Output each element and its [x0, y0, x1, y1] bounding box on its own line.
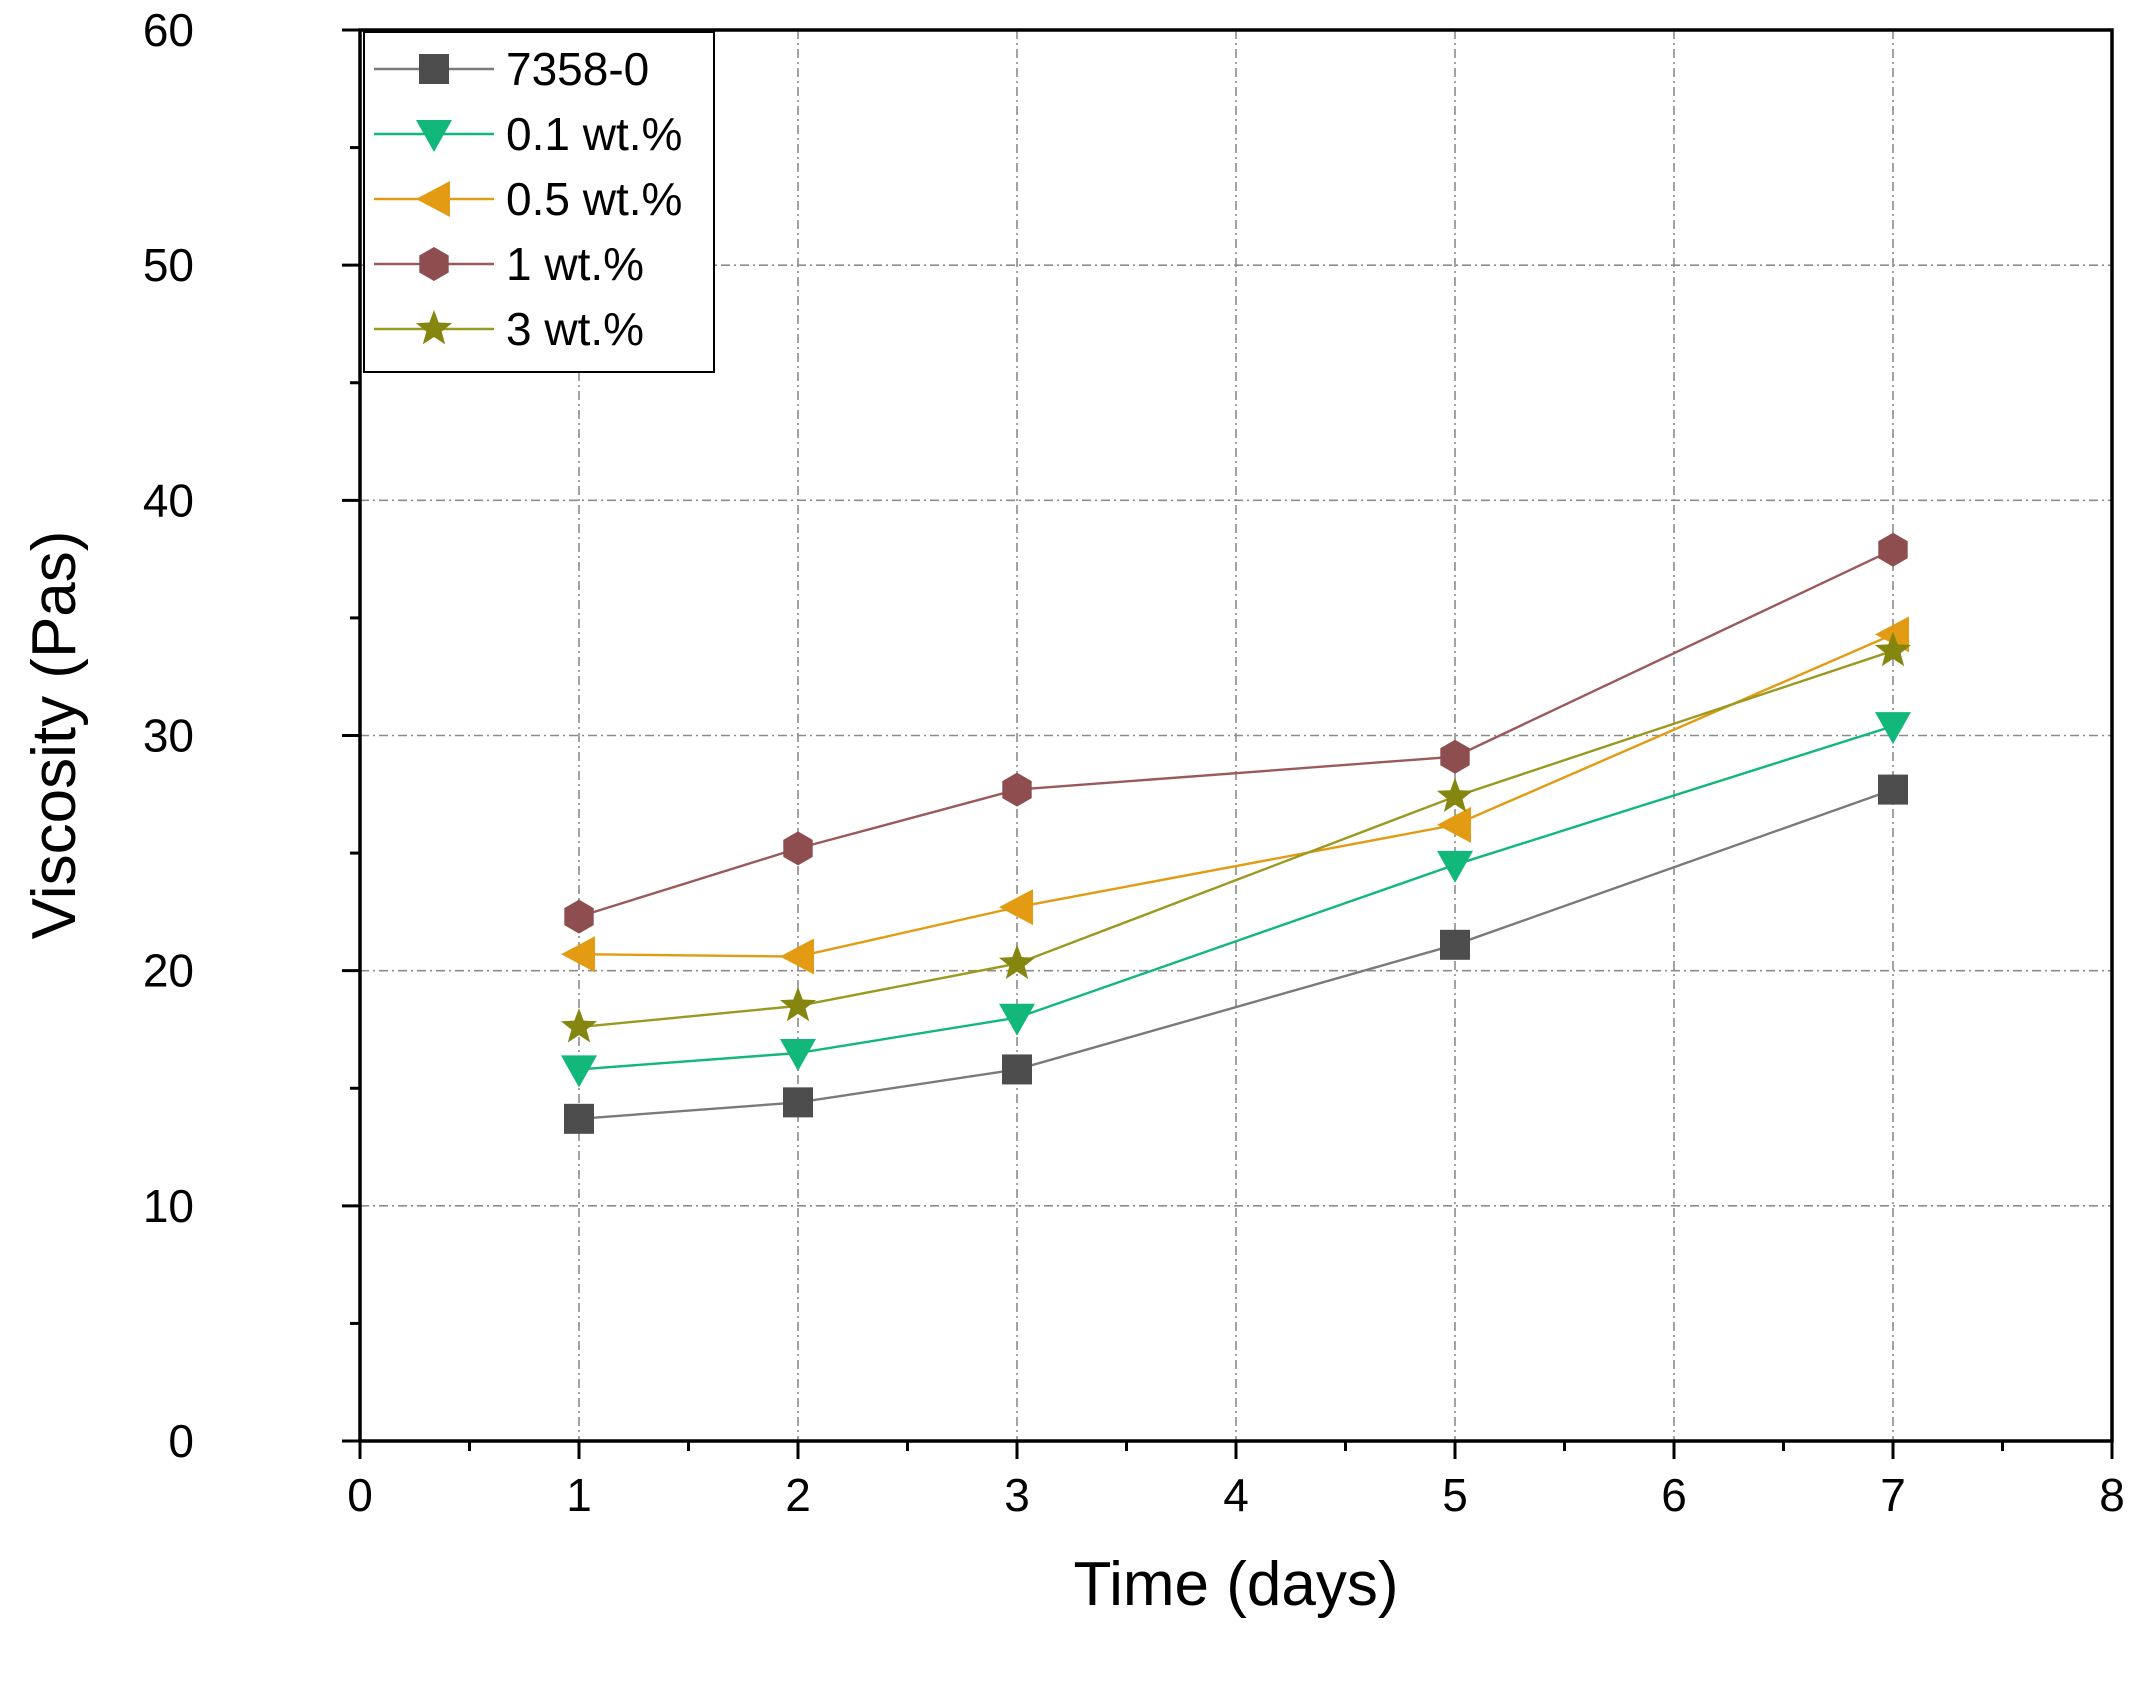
data-point — [1440, 739, 1470, 774]
legend-item: 0.1 wt.% — [374, 108, 682, 160]
legend-item: 1 wt.% — [374, 238, 644, 290]
legend-item: 0.5 wt.% — [374, 173, 682, 225]
y-tick-label: 50 — [143, 239, 194, 291]
data-point — [779, 986, 817, 1022]
x-tick-label: 2 — [785, 1469, 811, 1521]
x-tick-label: 8 — [2099, 1469, 2125, 1521]
series-7358-0 — [564, 774, 1908, 1134]
data-point — [1875, 616, 1909, 653]
x-tick-label: 5 — [1442, 1469, 1468, 1521]
legend-label: 1 wt.% — [506, 238, 644, 290]
series-0-1-wt — [561, 712, 1911, 1088]
tick-labels: 0 1 2 3 4 5 6 7 8 0 10 20 30 40 50 60 — [143, 4, 2125, 1521]
data-series — [560, 532, 1912, 1134]
data-point — [1878, 774, 1908, 805]
series-1-wt — [564, 532, 1908, 934]
legend: 7358-0 0.1 wt.% 0.5 wt.% 1 wt.% 3 wt.% — [363, 31, 715, 373]
legend-label: 3 wt.% — [506, 303, 644, 355]
y-tick-label: 10 — [143, 1180, 194, 1232]
x-tick-label: 4 — [1223, 1469, 1249, 1521]
x-tick-label: 3 — [1004, 1469, 1030, 1521]
data-point — [1878, 532, 1908, 567]
legend-label: 0.1 wt.% — [506, 108, 682, 160]
legend-marker — [416, 120, 452, 152]
series-3-wt — [560, 631, 1912, 1043]
legend-marker — [415, 310, 453, 345]
data-point — [1874, 631, 1912, 667]
x-tick-label: 7 — [1880, 1469, 1906, 1521]
y-tick-label: 20 — [143, 945, 194, 997]
data-point — [783, 1087, 813, 1118]
series-0-5-wt — [561, 616, 1909, 975]
data-point — [560, 1008, 598, 1043]
data-point — [780, 1038, 816, 1071]
legend-item: 3 wt.% — [374, 303, 644, 355]
data-point — [564, 1103, 594, 1134]
y-axis-title: Viscosity (Pas) — [20, 531, 89, 940]
data-point — [564, 899, 594, 934]
data-point — [1436, 777, 1474, 812]
legend-item: 7358-0 — [374, 43, 649, 95]
data-point — [998, 944, 1036, 979]
data-point — [999, 1003, 1035, 1036]
data-point — [780, 938, 814, 975]
y-tick-label: 0 — [168, 1415, 194, 1467]
data-point — [561, 1055, 597, 1088]
legend-label: 0.5 wt.% — [506, 173, 682, 225]
data-point — [1002, 1054, 1032, 1085]
x-tick-label: 6 — [1661, 1469, 1687, 1521]
data-point — [1440, 929, 1470, 960]
x-tick-label: 1 — [566, 1469, 592, 1521]
data-point — [783, 831, 813, 866]
y-tick-label: 60 — [143, 4, 194, 56]
legend-label: 7358-0 — [506, 43, 649, 95]
legend-marker — [419, 247, 449, 281]
x-axis-title: Time (days) — [1074, 1550, 1399, 1619]
y-tick-label: 30 — [143, 710, 194, 762]
data-point — [999, 889, 1033, 926]
data-point — [561, 936, 595, 973]
data-point — [1002, 772, 1032, 807]
axes — [342, 28, 2114, 1459]
legend-marker — [419, 54, 449, 84]
legend-marker — [416, 181, 450, 217]
y-tick-label: 40 — [143, 474, 194, 526]
data-point — [1437, 850, 1473, 883]
data-point — [1875, 712, 1911, 745]
data-point — [1437, 806, 1471, 843]
x-tick-label: 0 — [347, 1469, 373, 1521]
